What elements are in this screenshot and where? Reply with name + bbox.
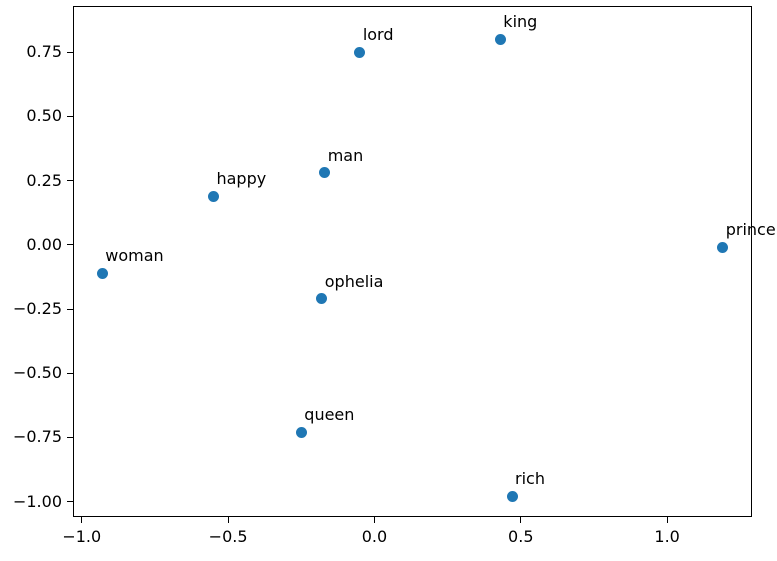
point-label-queen: queen bbox=[304, 405, 355, 425]
y-tick-label: 0.50 bbox=[26, 106, 62, 126]
x-tick-mark bbox=[227, 517, 229, 523]
data-point-queen bbox=[295, 426, 307, 438]
y-tick-label: 0.75 bbox=[26, 42, 62, 62]
x-tick-label: −1.0 bbox=[62, 527, 102, 546]
point-label-happy: happy bbox=[216, 169, 267, 189]
data-point-lord bbox=[354, 46, 366, 58]
data-point-woman bbox=[96, 267, 108, 279]
y-tick-mark bbox=[67, 308, 73, 310]
x-tick-mark bbox=[81, 517, 83, 523]
y-tick-mark bbox=[67, 180, 73, 182]
y-tick-mark bbox=[67, 501, 73, 503]
data-point-prince bbox=[717, 241, 729, 253]
x-tick-label: −0.5 bbox=[208, 527, 248, 546]
point-label-rich: rich bbox=[515, 469, 545, 489]
x-tick-mark bbox=[520, 517, 522, 523]
plot-area bbox=[73, 6, 752, 517]
data-point-king bbox=[494, 33, 506, 45]
point-label-lord: lord bbox=[362, 25, 394, 45]
y-tick-label: −0.75 bbox=[12, 427, 62, 447]
y-tick-label: −0.25 bbox=[12, 299, 62, 318]
y-tick-label: −0.50 bbox=[12, 363, 62, 383]
y-tick-mark bbox=[67, 372, 73, 374]
point-label-woman: woman bbox=[105, 246, 164, 266]
y-tick-mark bbox=[67, 115, 73, 117]
y-tick-mark bbox=[67, 51, 73, 53]
x-tick-label: 0.0 bbox=[361, 527, 388, 546]
point-label-man: man bbox=[327, 145, 364, 165]
point-label-ophelia: ophelia bbox=[324, 271, 384, 291]
y-tick-mark bbox=[67, 436, 73, 438]
data-point-rich bbox=[506, 490, 518, 502]
x-tick-mark bbox=[666, 517, 668, 523]
data-point-happy bbox=[207, 190, 219, 202]
x-tick-mark bbox=[373, 517, 375, 523]
y-tick-label: −1.00 bbox=[12, 491, 62, 511]
point-label-king: king bbox=[503, 12, 538, 32]
point-label-prince: prince bbox=[725, 220, 776, 240]
data-point-man bbox=[319, 167, 331, 179]
y-tick-label: 0.00 bbox=[26, 234, 62, 254]
x-tick-label: 0.5 bbox=[508, 527, 534, 546]
data-point-ophelia bbox=[316, 293, 328, 305]
y-tick-mark bbox=[67, 244, 73, 246]
y-tick-label: 0.25 bbox=[26, 170, 62, 190]
x-tick-label: 1.0 bbox=[654, 527, 680, 546]
